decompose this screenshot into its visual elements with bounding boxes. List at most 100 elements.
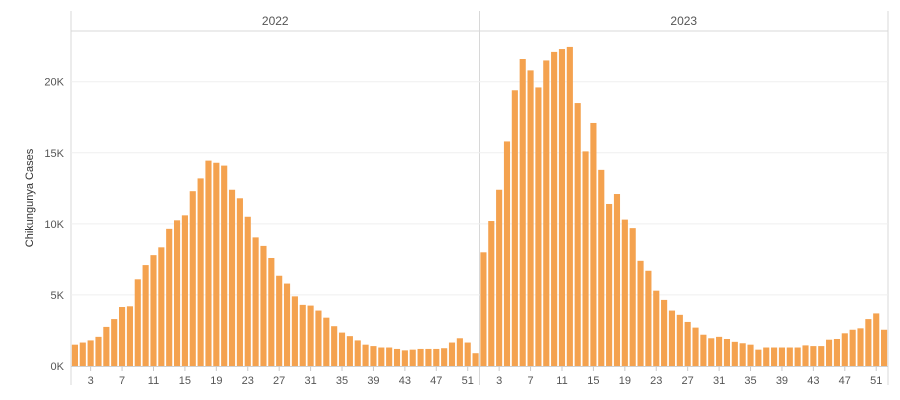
x-tick-label: 47: [430, 375, 442, 387]
bar: [346, 336, 353, 366]
bar: [629, 228, 636, 366]
bar: [228, 189, 236, 366]
bar: [134, 279, 141, 366]
x-tick-label: 39: [776, 375, 788, 387]
bar: [661, 299, 668, 366]
bar: [747, 344, 754, 366]
bar: [307, 305, 314, 366]
bar: [354, 340, 361, 366]
bar: [574, 103, 581, 366]
x-tick-label: 19: [619, 375, 631, 387]
bar: [692, 327, 699, 366]
bar: [448, 342, 456, 366]
x-tick-label: 43: [807, 375, 819, 387]
y-tick-label: 5K: [51, 290, 65, 302]
y-axis: 0K 5K 10K 15K 20K: [44, 77, 64, 373]
bar: [755, 349, 762, 366]
bar: [488, 221, 495, 366]
bar: [213, 162, 220, 366]
bar: [637, 260, 644, 366]
bar: [221, 165, 228, 366]
bar: [723, 338, 731, 366]
bar: [433, 348, 440, 366]
bar: [519, 59, 526, 366]
bar: [260, 245, 267, 366]
bar: [393, 348, 401, 366]
bar: [331, 326, 338, 366]
x-tick-label: 31: [304, 375, 316, 387]
x-tick-label: 3: [88, 375, 94, 387]
bar: [378, 347, 385, 366]
y-tick-label: 0K: [51, 361, 65, 373]
x-tick-label: 39: [367, 375, 379, 387]
bar: [668, 310, 676, 366]
bar: [87, 340, 94, 366]
bar: [778, 347, 786, 366]
bar: [739, 343, 746, 366]
bar: [181, 215, 188, 366]
bar: [425, 348, 432, 366]
bar: [299, 304, 306, 366]
bar: [621, 219, 628, 366]
bar: [409, 349, 416, 366]
x-tick-label: 27: [682, 375, 694, 387]
bar: [173, 220, 181, 366]
bar: [150, 255, 157, 366]
bar: [95, 336, 102, 366]
bar: [551, 51, 558, 366]
bar: [826, 339, 833, 366]
x-tick-label: 7: [119, 375, 125, 387]
bar: [158, 247, 165, 366]
x-tick-label: 43: [399, 375, 411, 387]
x-tick-label: 19: [210, 375, 222, 387]
x-tick-label: 51: [870, 375, 882, 387]
bar: [480, 252, 487, 366]
bar: [786, 347, 793, 366]
bar: [189, 191, 196, 366]
bar: [79, 342, 86, 366]
bar: [464, 342, 471, 366]
bar: [543, 60, 550, 366]
bar: [653, 290, 660, 366]
x-tick-label: 35: [336, 375, 348, 387]
bar: [166, 228, 173, 366]
bar: [558, 49, 566, 366]
bar: [205, 160, 212, 366]
bar: [386, 347, 393, 366]
bar: [370, 346, 377, 366]
x-tick-label: 23: [242, 375, 254, 387]
x-tick-label: 11: [148, 375, 159, 387]
y-tick-label: 20K: [44, 77, 64, 89]
bar: [582, 151, 589, 366]
bar: [362, 344, 369, 366]
bar: [763, 347, 770, 366]
bar: [71, 344, 78, 366]
bar: [244, 216, 251, 366]
x-tick-label: 31: [713, 375, 725, 387]
bar: [849, 329, 856, 366]
bar: [142, 265, 149, 366]
bar: [873, 313, 880, 366]
x-tick-label: 11: [556, 375, 567, 387]
x-tick-label: 51: [462, 375, 474, 387]
bar: [676, 314, 683, 366]
bar: [881, 329, 888, 366]
bar: [810, 346, 817, 366]
bar: [535, 87, 542, 367]
bar: [283, 283, 291, 366]
bar: [103, 326, 110, 366]
bar: [841, 333, 848, 366]
bar: [857, 328, 864, 366]
x-tick-label: 23: [650, 375, 662, 387]
bar: [111, 319, 118, 366]
bar: [794, 347, 801, 366]
bar: [401, 350, 408, 366]
bar: [441, 348, 448, 366]
bar: [511, 90, 518, 366]
bar: [291, 296, 298, 366]
bar: [731, 341, 738, 366]
bar: [802, 345, 809, 366]
bar: [315, 310, 322, 366]
bar: [338, 332, 346, 366]
